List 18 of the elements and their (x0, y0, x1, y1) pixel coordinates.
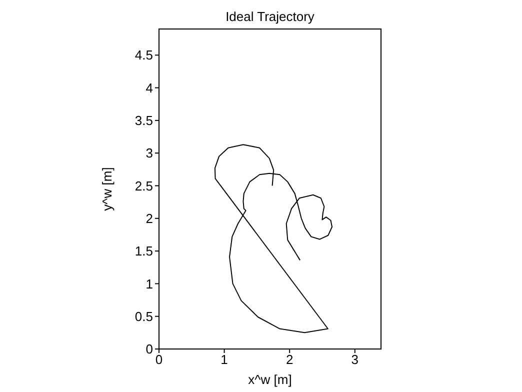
chart-title: Ideal Trajectory (224, 9, 316, 24)
x-axis-title: x^w [m] (248, 372, 292, 387)
x-tick-label: 1 (220, 352, 228, 368)
y-tick-label: 2.5 (134, 178, 153, 194)
y-tick-label: 1.5 (134, 244, 153, 259)
y-axis-title: y^w [m] (100, 167, 115, 211)
y-tick-label: 4 (146, 80, 153, 96)
y-tick-label: 0.5 (134, 308, 153, 324)
x-tick-label: 3 (351, 352, 358, 368)
line-series (214, 144, 333, 334)
y-tick-label: 3.5 (134, 113, 153, 128)
y-tick-label: 4.5 (134, 48, 153, 63)
x-tick-label: 2 (286, 352, 294, 368)
y-tick-label: 2 (146, 211, 153, 226)
y-tick-label: 1 (146, 276, 153, 292)
x-tick-label: 0 (155, 352, 163, 368)
y-tick-label: 0 (146, 342, 153, 357)
y-tick-label: 3 (146, 146, 153, 161)
